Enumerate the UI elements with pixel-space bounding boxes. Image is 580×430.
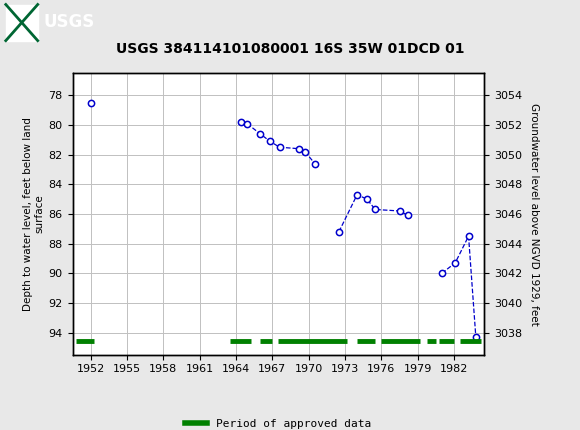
Y-axis label: Groundwater level above NGVD 1929, feet: Groundwater level above NGVD 1929, feet xyxy=(529,102,539,326)
Legend: Period of approved data: Period of approved data xyxy=(181,415,376,430)
Y-axis label: Depth to water level, feet below land
surface: Depth to water level, feet below land su… xyxy=(23,117,44,311)
Text: USGS 384114101080001 16S 35W 01DCD 01: USGS 384114101080001 16S 35W 01DCD 01 xyxy=(116,42,464,56)
Bar xyxy=(6,4,38,41)
Text: USGS: USGS xyxy=(44,12,95,31)
